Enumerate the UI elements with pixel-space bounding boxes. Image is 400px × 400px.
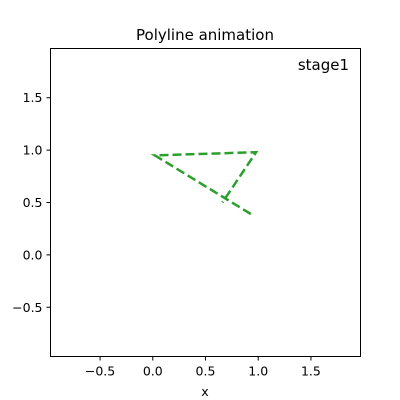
y-tick-label: −0.5 [12,300,42,315]
x-tick-label: 0.0 [143,364,163,379]
plot-series [150,150,259,216]
x-tick-label: 0.5 [196,364,216,379]
x-tick-label: −0.5 [85,364,115,379]
y-tick-label: 1.5 [23,90,43,105]
x-tick-label: 1.0 [248,364,268,379]
plot-frame [50,48,361,357]
y-axis-ticks: −0.5 0.0 0.5 1.0 1.5 [12,90,51,315]
x-tick-label: 1.5 [301,364,321,379]
stage-annotation: stage1 [298,56,349,74]
y-tick-label: 0.0 [23,247,43,262]
chart-title: Polyline animation [136,26,274,44]
series-line [150,150,259,216]
y-tick-label: 1.0 [23,143,43,158]
x-axis-label: x [201,384,208,399]
x-axis-ticks: −0.5 0.0 0.5 1.0 1.5 [85,356,321,379]
y-tick-label: 0.5 [23,195,43,210]
